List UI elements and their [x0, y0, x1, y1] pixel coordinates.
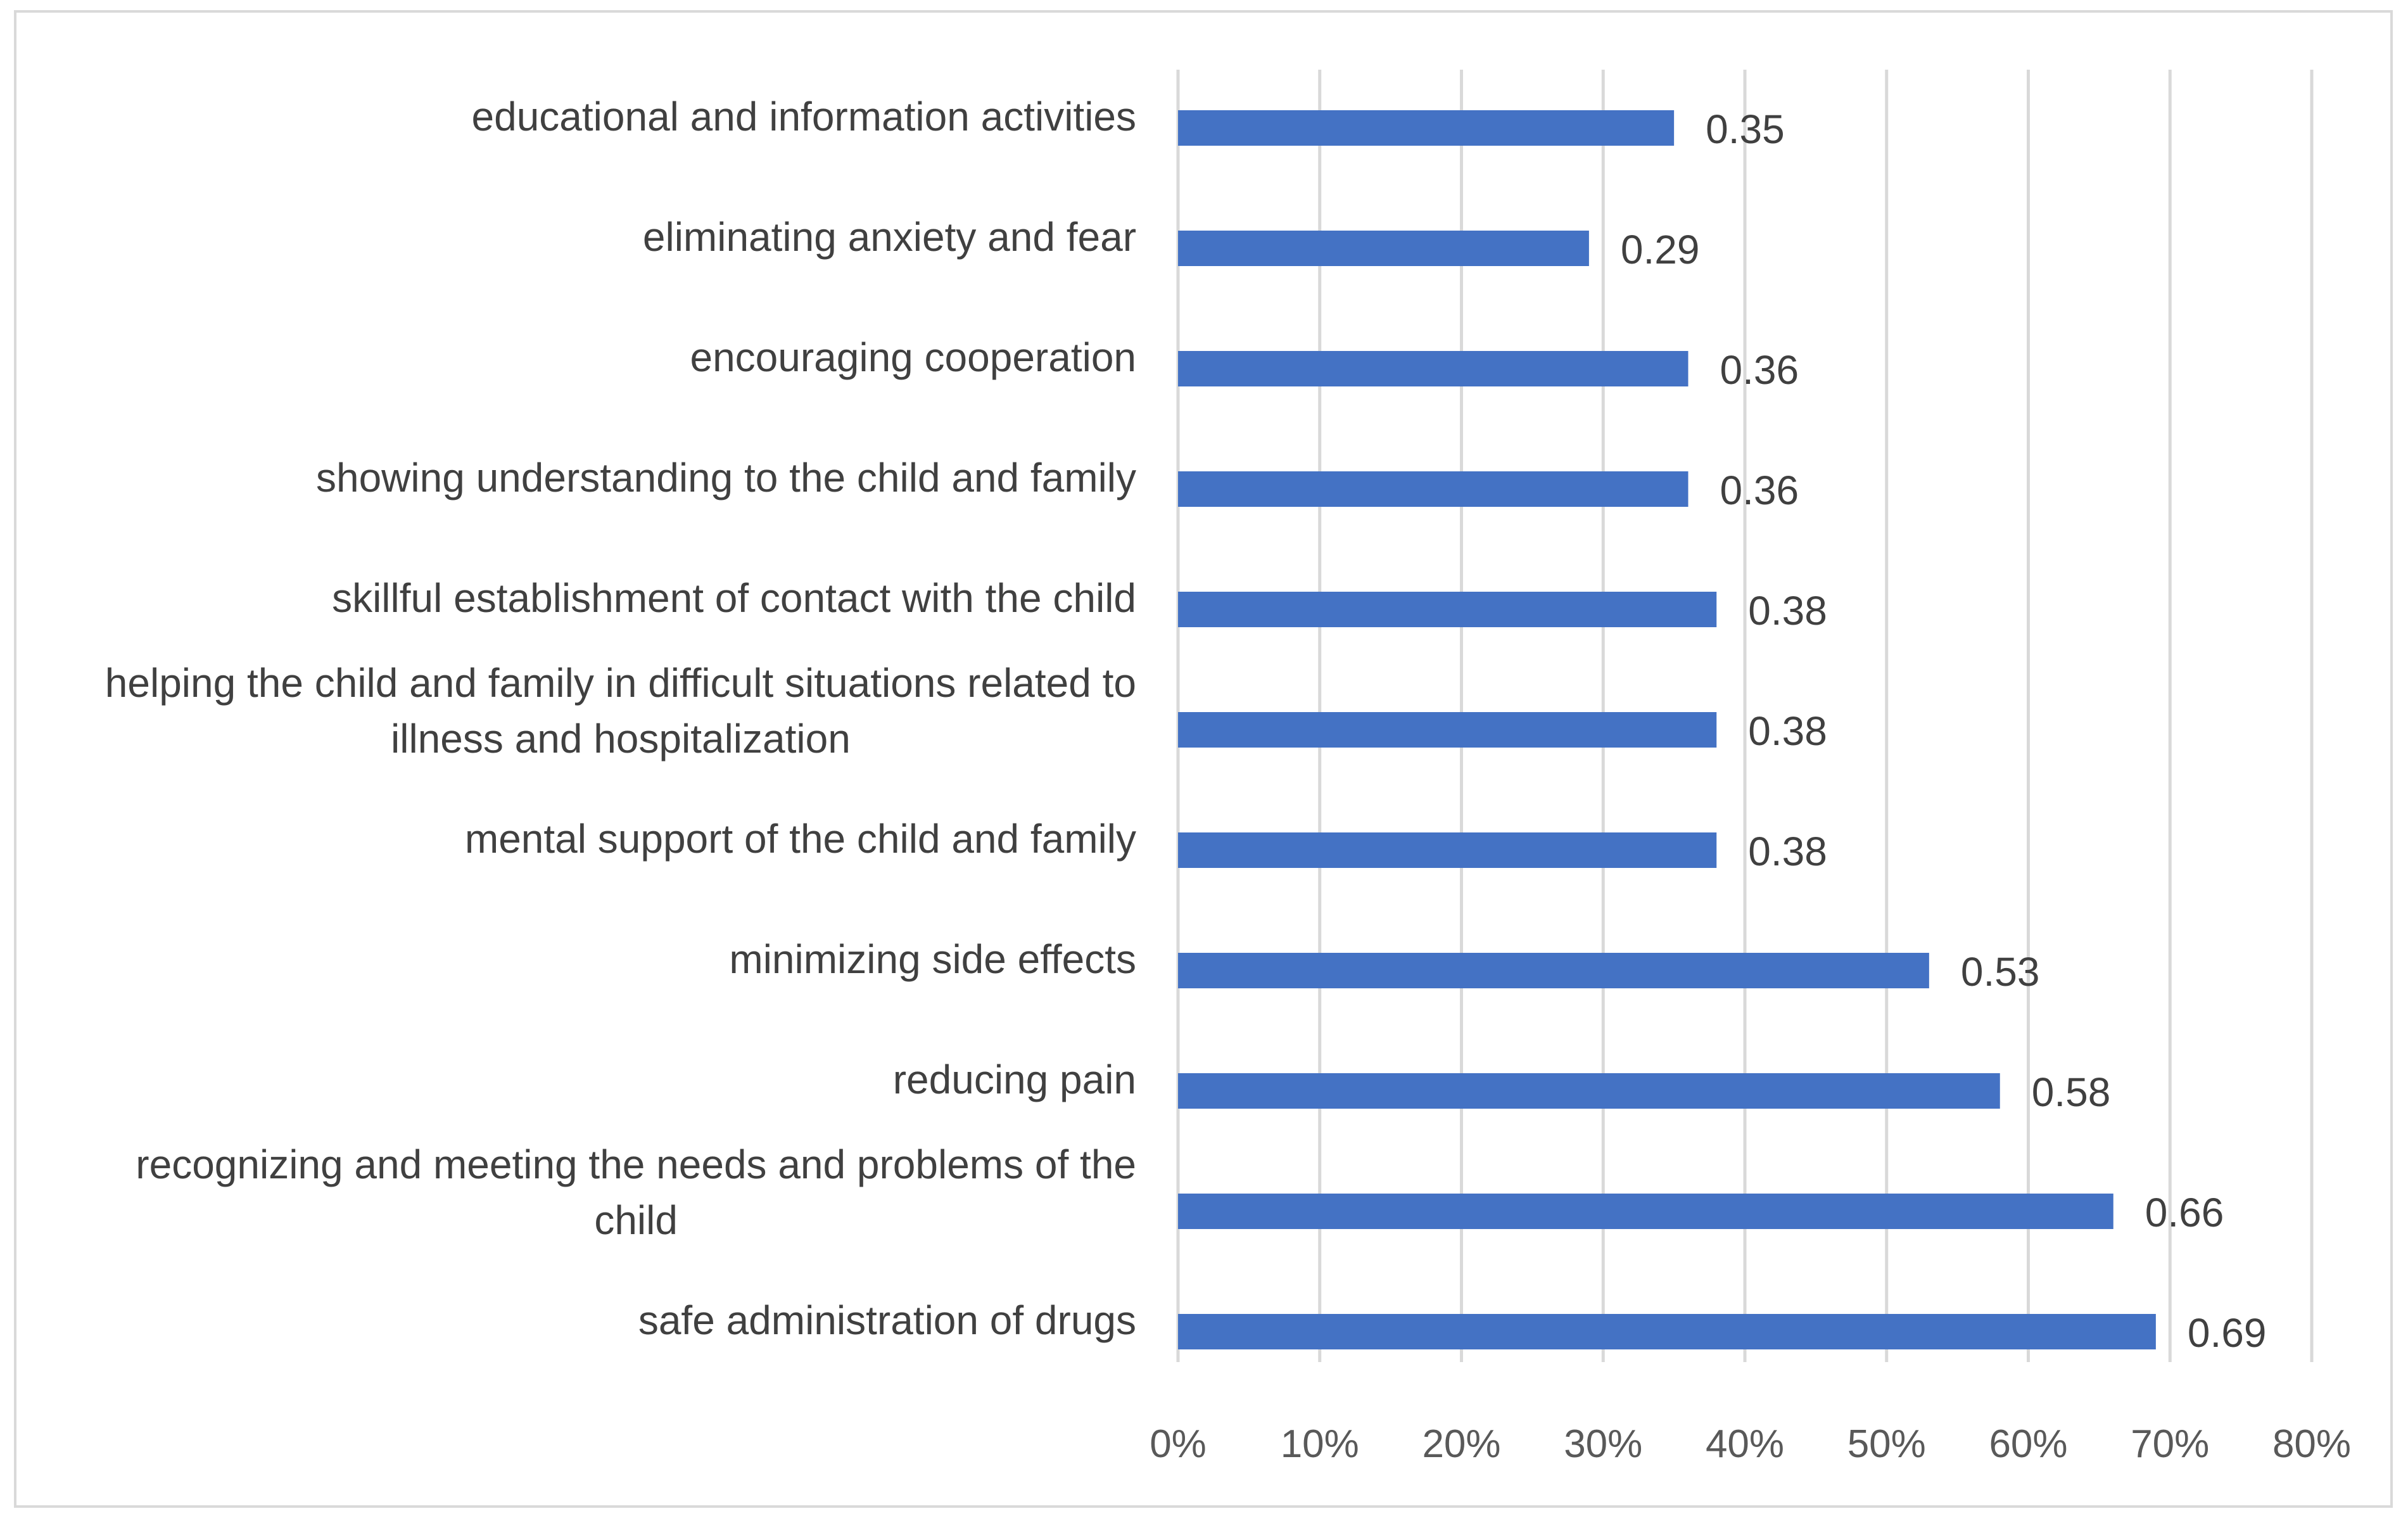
category-labels: educational and information activities el… — [105, 94, 1136, 1343]
category-label: minimizing side effects — [729, 936, 1136, 982]
category-label: skillful establishment of contact with t… — [332, 575, 1136, 621]
category-label-line: illness and hospitalization — [391, 716, 851, 762]
category-label: mental support of the child and family — [465, 816, 1136, 862]
bar — [1178, 712, 1717, 748]
data-label: 0.29 — [1621, 227, 1700, 272]
x-tick-label: 20% — [1422, 1422, 1500, 1466]
category-label: educational and information activities — [472, 94, 1137, 139]
category-label: showing understanding to the child and f… — [316, 455, 1136, 500]
category-label: safe administration of drugs — [638, 1297, 1136, 1343]
data-label: 0.38 — [1748, 708, 1827, 754]
x-tick-label: 50% — [1847, 1422, 1926, 1466]
data-labels: 0.35 0.29 0.36 0.36 0.38 0.38 0.38 0.53 0.58 0.66… — [1621, 106, 2267, 1356]
category-label: eliminating anxiety and fear — [643, 214, 1136, 260]
bar — [1178, 953, 1929, 988]
category-label: helping the child and family in difficul… — [105, 660, 1136, 762]
chart-frame: educational and information activities el… — [14, 10, 2393, 1508]
bar — [1178, 1314, 2156, 1349]
x-axis-ticks: 0% 10% 20% 30% 40% 50% 60% 70% 80% — [1150, 1422, 2351, 1466]
bar — [1178, 110, 1675, 146]
category-label-line: child — [594, 1197, 678, 1243]
data-label: 0.35 — [1706, 106, 1785, 152]
bar — [1178, 1194, 2113, 1229]
bar — [1178, 592, 1717, 627]
bar — [1178, 231, 1589, 266]
category-label: reducing pain — [893, 1057, 1136, 1102]
x-tick-label: 0% — [1150, 1422, 1207, 1466]
bar — [1178, 471, 1689, 507]
x-tick-label: 70% — [2131, 1422, 2209, 1466]
category-label: encouraging cooperation — [690, 335, 1136, 380]
data-label: 0.58 — [2032, 1069, 2111, 1115]
x-tick-label: 30% — [1564, 1422, 1642, 1466]
bar — [1178, 832, 1717, 868]
x-tick-label: 60% — [1989, 1422, 2067, 1466]
category-label: recognizing and meeting the needs and pr… — [136, 1142, 1136, 1243]
bar-chart: educational and information activities el… — [105, 70, 2351, 1466]
data-label: 0.66 — [2145, 1190, 2224, 1235]
category-label-line: recognizing and meeting the needs and pr… — [136, 1142, 1136, 1187]
bars — [1178, 110, 2156, 1349]
data-label: 0.36 — [1720, 347, 1799, 393]
data-label: 0.53 — [1961, 949, 2040, 995]
gridlines — [1176, 70, 2314, 1362]
x-tick-label: 80% — [2272, 1422, 2351, 1466]
category-label-line: helping the child and family in difficul… — [105, 660, 1136, 706]
data-label: 0.69 — [2188, 1310, 2267, 1356]
data-label: 0.36 — [1720, 468, 1799, 513]
data-label: 0.38 — [1748, 588, 1827, 634]
bar — [1178, 351, 1689, 386]
bar — [1178, 1073, 2000, 1109]
x-tick-label: 10% — [1281, 1422, 1359, 1466]
x-tick-label: 40% — [1706, 1422, 1784, 1466]
data-label: 0.38 — [1748, 829, 1827, 874]
